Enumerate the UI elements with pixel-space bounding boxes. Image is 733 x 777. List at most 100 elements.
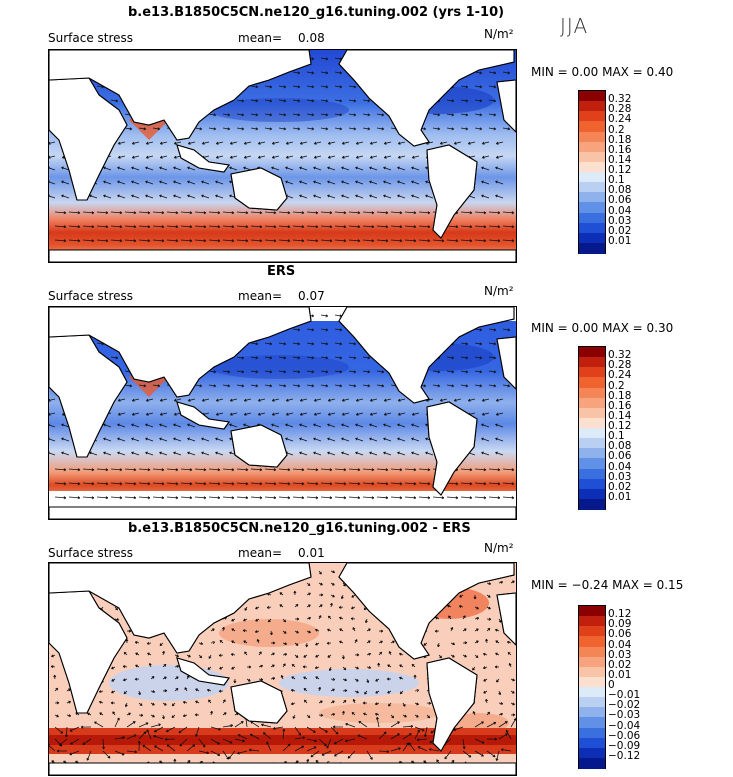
colorbar-segment [579,717,605,728]
colorbar-tick-label: 0.03 [608,214,632,227]
colorbar-segment [579,192,605,203]
colorbar-segment [579,606,605,617]
colorbar-tick-label: 0.02 [608,658,632,671]
colorbar-segment [579,357,605,368]
colorbar-segment [579,111,605,122]
colorbar-segment [579,202,605,213]
panel-2-map [48,306,517,520]
colorbar-segment [579,478,605,490]
colorbar-segment [579,666,605,678]
colorbar-segment [579,737,605,749]
colorbar-tick-label: −0.12 [608,749,641,762]
panel-3-map-graphic [49,563,516,775]
colorbar-segment [579,636,605,647]
colorbar-segment [579,151,605,163]
colorbar-tick-label: 0.03 [608,470,632,483]
colorbar-tick-label: 0.18 [608,389,632,402]
colorbar-segment [579,626,605,637]
colorbar-segment [579,697,605,708]
colorbar-segment [579,656,605,668]
colorbar-tick-label: 0.28 [608,359,632,372]
colorbar-tick-label: −0.02 [608,699,641,712]
colorbar-segment [579,141,605,153]
colorbar-segment [579,448,605,459]
panel-2-map-graphic [49,307,516,519]
colorbar-tick-label: 0.18 [608,133,632,146]
panel-1-units: N/m² [484,27,514,41]
colorbar-tick-label: 0.06 [608,450,632,463]
colorbar-tick-label: 0.12 [608,420,632,432]
colorbar-segment [579,172,605,183]
colorbar-segment [579,488,605,500]
colorbar-segment [579,707,605,718]
colorbar-segment [579,182,605,193]
colorbar-tick-label: 0.1 [608,174,625,187]
panel-1-map [48,49,517,263]
panel-3-field-label: Surface stress [48,546,134,560]
colorbar-tick-label: 0.03 [608,648,632,661]
colorbar-tick-label: 0.14 [608,153,632,166]
colorbar-tick-label: 0.04 [608,460,632,473]
colorbar-segment [579,757,605,769]
colorbar-tick-label: 0.28 [608,103,632,116]
colorbar-tick-label: 0.32 [608,349,632,362]
colorbar-segment [579,212,605,224]
colorbar-tick-label: −0.09 [608,739,641,752]
colorbar-segment [579,407,605,419]
colorbar-tick-label: 0.08 [608,184,632,197]
colorbar-tick-label: 0.04 [608,638,632,651]
colorbar-segment [579,121,605,132]
colorbar-segment [579,397,605,409]
panel-1-colorbar [578,90,606,254]
colorbar-tick-label: 0 [608,679,615,691]
colorbar-segment [579,616,605,627]
colorbar-tick-label: 0.1 [608,430,625,443]
colorbar-segment [579,232,605,244]
panel-2-colorbar [578,346,606,510]
panel-2-field-label: Surface stress [48,289,134,303]
colorbar-tick-label: 0.24 [608,369,632,382]
colorbar-segment [579,468,605,480]
panel-3-map [48,562,517,776]
colorbar-tick-label: 0.24 [608,113,632,126]
colorbar-tick-label: 0.02 [608,480,632,493]
colorbar-segment [579,377,605,388]
colorbar-segment [579,91,605,102]
colorbar-tick-label: −0.03 [608,709,641,722]
colorbar-tick-label: 0.2 [608,123,625,136]
colorbar-segment [579,438,605,449]
colorbar-segment [579,347,605,358]
colorbar-segment [579,747,605,759]
panel-2-minmax: MIN = 0.00 MAX = 0.30 [531,321,674,335]
panel-3-title: b.e13.B1850C5CN.ne120_g16.tuning.002 - E… [128,521,471,536]
panel-2-title: ERS [267,264,296,279]
colorbar-segment [579,101,605,112]
colorbar-tick-label: 0.12 [608,164,632,176]
colorbar-segment [579,428,605,439]
colorbar-tick-label: 0.16 [608,399,632,412]
colorbar-tick-label: −0.01 [608,689,641,702]
panel-1-mean-label: mean= [238,31,283,45]
panel-1-map-graphic [49,50,516,262]
colorbar-tick-label: 0.02 [608,224,632,237]
colorbar-tick-label: 0.01 [608,234,632,247]
colorbar-tick-label: 0.01 [608,490,632,503]
colorbar-tick-label: 0.09 [608,618,632,631]
colorbar-tick-label: −0.04 [608,719,641,732]
colorbar-segment [579,458,605,469]
panel-1-mean-value: 0.08 [298,31,325,45]
colorbar-segment [579,727,605,739]
colorbar-tick-label: 0.14 [608,409,632,422]
colorbar-segment [579,498,605,510]
panel-1-field-label: Surface stress [48,31,134,45]
colorbar-segment [579,161,605,173]
colorbar-tick-label: 0.06 [608,194,632,207]
colorbar-segment [579,367,605,378]
panel-3-colorbar [578,605,606,769]
panel-1-title: b.e13.B1850C5CN.ne120_g16.tuning.002 (yr… [128,5,505,20]
panel-3-mean-label: mean= [238,546,283,560]
colorbar-tick-label: 0.12 [608,608,632,621]
colorbar-tick-label: −0.06 [608,729,641,742]
colorbar-tick-label: 0.16 [608,143,632,156]
colorbar-segment [579,131,605,143]
